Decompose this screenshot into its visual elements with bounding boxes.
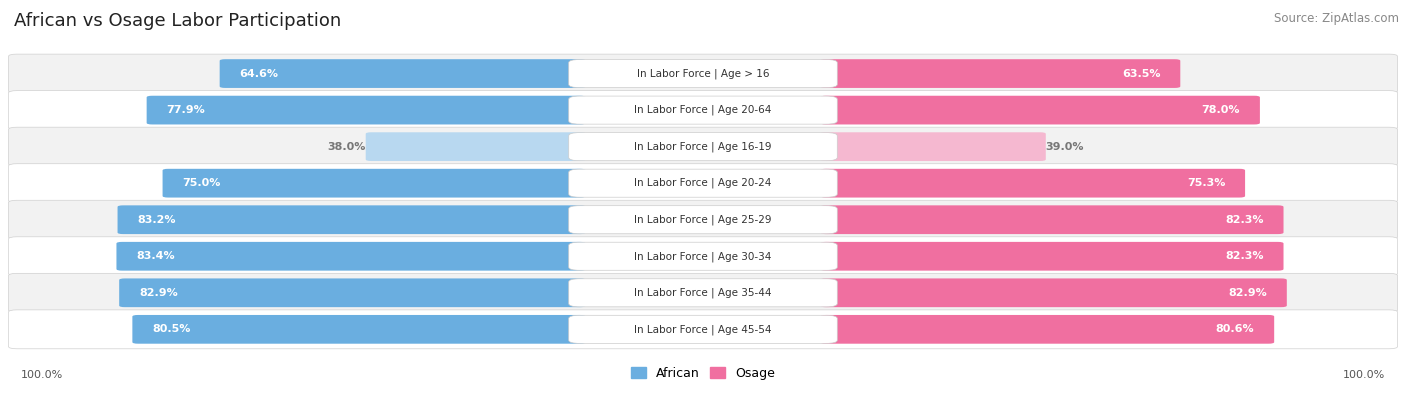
Text: 75.3%: 75.3%: [1187, 178, 1226, 188]
Text: 63.5%: 63.5%: [1122, 69, 1160, 79]
FancyBboxPatch shape: [146, 96, 585, 124]
Text: In Labor Force | Age 16-19: In Labor Force | Age 16-19: [634, 141, 772, 152]
FancyBboxPatch shape: [568, 133, 837, 161]
Text: In Labor Force | Age 20-64: In Labor Force | Age 20-64: [634, 105, 772, 115]
FancyBboxPatch shape: [219, 59, 585, 88]
FancyBboxPatch shape: [8, 237, 1398, 276]
Text: 64.6%: 64.6%: [239, 69, 278, 79]
Text: Source: ZipAtlas.com: Source: ZipAtlas.com: [1274, 12, 1399, 25]
FancyBboxPatch shape: [118, 205, 585, 234]
FancyBboxPatch shape: [163, 169, 585, 198]
FancyBboxPatch shape: [8, 91, 1398, 130]
FancyBboxPatch shape: [568, 96, 837, 124]
FancyBboxPatch shape: [8, 164, 1398, 203]
FancyBboxPatch shape: [568, 242, 837, 270]
Text: 100.0%: 100.0%: [1343, 370, 1385, 380]
Text: In Labor Force | Age 45-54: In Labor Force | Age 45-54: [634, 324, 772, 335]
FancyBboxPatch shape: [8, 200, 1398, 239]
Text: In Labor Force | Age > 16: In Labor Force | Age > 16: [637, 68, 769, 79]
Text: 83.2%: 83.2%: [138, 215, 176, 225]
Legend: African, Osage: African, Osage: [626, 362, 780, 385]
FancyBboxPatch shape: [821, 132, 1046, 161]
FancyBboxPatch shape: [568, 169, 837, 197]
Text: 82.9%: 82.9%: [1229, 288, 1267, 298]
Text: In Labor Force | Age 20-24: In Labor Force | Age 20-24: [634, 178, 772, 188]
FancyBboxPatch shape: [132, 315, 585, 344]
FancyBboxPatch shape: [821, 169, 1246, 198]
FancyBboxPatch shape: [117, 242, 585, 271]
FancyBboxPatch shape: [8, 127, 1398, 166]
FancyBboxPatch shape: [120, 278, 585, 307]
FancyBboxPatch shape: [568, 315, 837, 343]
Text: In Labor Force | Age 30-34: In Labor Force | Age 30-34: [634, 251, 772, 261]
FancyBboxPatch shape: [821, 96, 1260, 124]
Text: In Labor Force | Age 35-44: In Labor Force | Age 35-44: [634, 288, 772, 298]
FancyBboxPatch shape: [568, 279, 837, 307]
FancyBboxPatch shape: [568, 60, 837, 88]
FancyBboxPatch shape: [568, 206, 837, 234]
Text: 38.0%: 38.0%: [328, 142, 366, 152]
FancyBboxPatch shape: [821, 205, 1284, 234]
FancyBboxPatch shape: [8, 310, 1398, 349]
FancyBboxPatch shape: [821, 315, 1274, 344]
Text: 100.0%: 100.0%: [21, 370, 63, 380]
FancyBboxPatch shape: [8, 54, 1398, 93]
Text: 77.9%: 77.9%: [166, 105, 205, 115]
Text: 82.9%: 82.9%: [139, 288, 177, 298]
FancyBboxPatch shape: [8, 273, 1398, 312]
Text: 82.3%: 82.3%: [1225, 215, 1264, 225]
Text: 75.0%: 75.0%: [183, 178, 221, 188]
Text: 82.3%: 82.3%: [1225, 251, 1264, 261]
Text: 39.0%: 39.0%: [1046, 142, 1084, 152]
FancyBboxPatch shape: [821, 59, 1180, 88]
Text: African vs Osage Labor Participation: African vs Osage Labor Participation: [14, 12, 342, 30]
Text: 80.5%: 80.5%: [152, 324, 190, 334]
Text: 83.4%: 83.4%: [136, 251, 174, 261]
Text: In Labor Force | Age 25-29: In Labor Force | Age 25-29: [634, 214, 772, 225]
FancyBboxPatch shape: [366, 132, 585, 161]
FancyBboxPatch shape: [821, 278, 1286, 307]
Text: 80.6%: 80.6%: [1216, 324, 1254, 334]
FancyBboxPatch shape: [821, 242, 1284, 271]
Text: 78.0%: 78.0%: [1202, 105, 1240, 115]
